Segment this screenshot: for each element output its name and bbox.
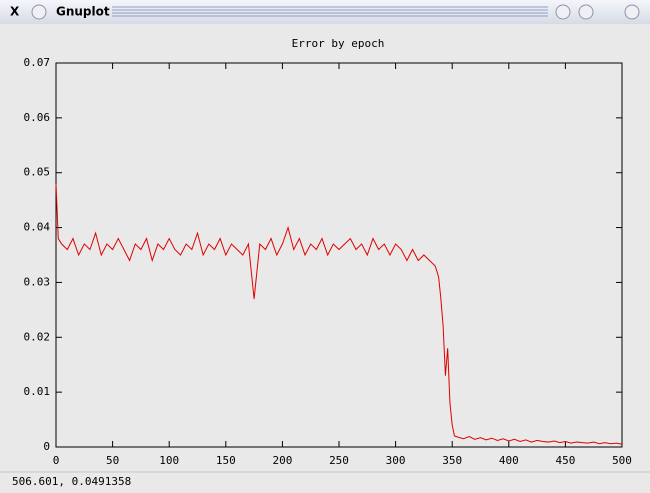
menu-button[interactable] xyxy=(31,4,47,20)
close-button[interactable] xyxy=(624,4,640,20)
x-tick-label: 400 xyxy=(499,454,519,467)
plot-frame xyxy=(55,62,623,448)
data-line xyxy=(55,183,623,445)
x-tick-label: 250 xyxy=(329,454,349,467)
x-tick-label: 300 xyxy=(386,454,406,467)
y-tick-label: 0.02 xyxy=(24,330,51,343)
x-tick-label: 200 xyxy=(272,454,292,467)
status-text: 506.601, 0.0491358 xyxy=(12,475,131,488)
chart-title: Error by epoch xyxy=(292,37,385,50)
title-bar xyxy=(0,0,650,24)
x-tick-label: 350 xyxy=(442,454,462,467)
x-tick-label: 0 xyxy=(53,454,60,467)
maximize-button[interactable] xyxy=(578,4,594,20)
title-bar-lines xyxy=(112,6,548,17)
minimize-button[interactable] xyxy=(555,4,571,20)
y-tick-label: 0.03 xyxy=(24,275,51,288)
window-title: Gnuplot xyxy=(56,5,110,19)
x-tick-label: 500 xyxy=(612,454,632,467)
x-tick-label: 50 xyxy=(106,454,119,467)
x-tick-label: 150 xyxy=(216,454,236,467)
y-tick-label: 0.01 xyxy=(24,385,51,398)
y-tick-label: 0.05 xyxy=(24,166,51,179)
y-tick-label: 0.07 xyxy=(24,56,51,69)
x-tick-label: 100 xyxy=(159,454,179,467)
x-tick-label: 450 xyxy=(555,454,575,467)
y-tick-label: 0.06 xyxy=(24,111,51,124)
window-icon[interactable]: X xyxy=(10,5,20,19)
y-tick-label: 0 xyxy=(43,440,50,453)
y-tick-label: 0.04 xyxy=(24,221,51,234)
